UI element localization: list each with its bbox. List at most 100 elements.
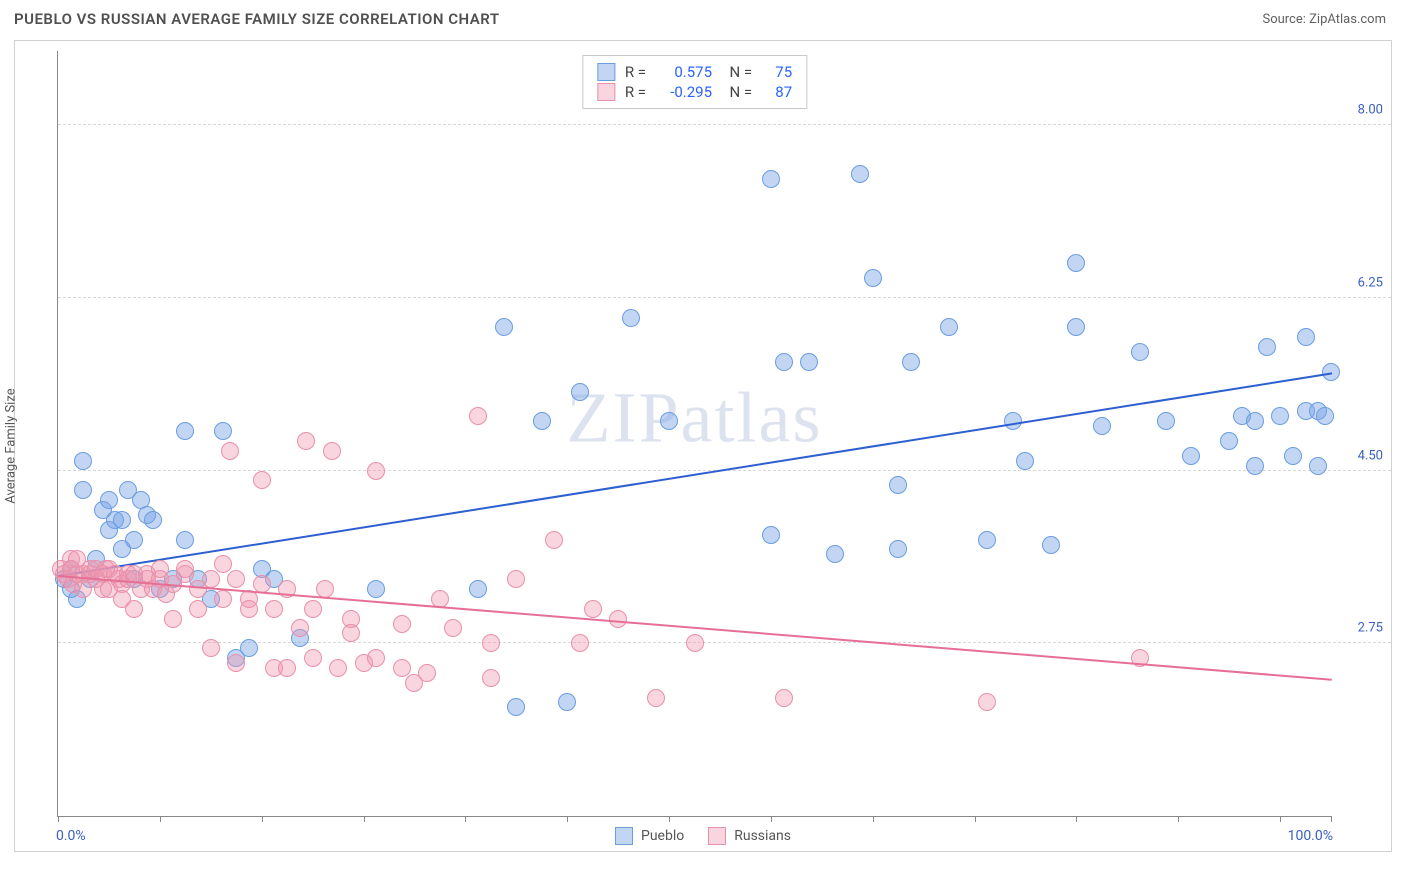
data-point-pueblo	[826, 545, 844, 563]
x-tick	[567, 816, 568, 822]
data-point-russians	[393, 659, 411, 677]
swatch-russians	[708, 827, 726, 845]
watermark: ZIPatlas	[567, 377, 823, 460]
x-tick	[465, 816, 466, 822]
series-legend: Pueblo Russians	[615, 827, 791, 845]
stats-row-russians: R =-0.295 N =87	[597, 82, 792, 102]
data-point-pueblo	[495, 318, 513, 336]
data-point-pueblo	[864, 269, 882, 287]
data-point-russians	[304, 600, 322, 618]
data-point-russians	[189, 600, 207, 618]
data-point-pueblo	[533, 412, 551, 430]
data-point-pueblo	[1131, 343, 1149, 361]
data-point-pueblo	[889, 540, 907, 558]
data-point-russians	[647, 689, 665, 707]
data-point-russians	[342, 624, 360, 642]
data-point-pueblo	[469, 580, 487, 598]
x-tick	[669, 816, 670, 822]
chart-title: PUEBLO VS RUSSIAN AVERAGE FAMILY SIZE CO…	[14, 10, 500, 28]
data-point-russians	[571, 634, 589, 652]
data-point-russians	[304, 649, 322, 667]
stats-row-pueblo: R =0.575 N =75	[597, 62, 792, 82]
r-label: R =	[625, 83, 646, 101]
data-point-pueblo	[940, 318, 958, 336]
y-tick-label: 8.00	[1358, 103, 1383, 118]
x-tick	[975, 816, 976, 822]
data-point-pueblo	[622, 309, 640, 327]
data-point-pueblo	[1093, 417, 1111, 435]
data-point-russians	[367, 649, 385, 667]
data-point-russians	[221, 442, 239, 460]
data-point-russians	[507, 570, 525, 588]
data-point-pueblo	[902, 353, 920, 371]
x-tick	[1076, 816, 1077, 822]
y-tick-label: 6.25	[1358, 275, 1383, 290]
source-link[interactable]: ZipAtlas.com	[1309, 12, 1386, 27]
data-point-pueblo	[558, 693, 576, 711]
data-point-russians	[291, 619, 309, 637]
n-value-russians: 87	[762, 83, 792, 101]
data-point-russians	[584, 600, 602, 618]
data-point-russians	[297, 432, 315, 450]
data-point-pueblo	[571, 383, 589, 401]
r-value-pueblo: 0.575	[656, 63, 712, 81]
x-axis-min-label: 0.0%	[56, 828, 86, 844]
trend-line-russians	[58, 575, 1332, 681]
x-tick	[364, 816, 365, 822]
data-point-pueblo	[889, 476, 907, 494]
legend-item-russians[interactable]: Russians	[708, 827, 791, 845]
data-point-russians	[482, 669, 500, 687]
data-point-pueblo	[1220, 432, 1238, 450]
r-label: R =	[625, 63, 646, 81]
x-tick	[873, 816, 874, 822]
data-point-pueblo	[660, 412, 678, 430]
data-point-pueblo	[176, 531, 194, 549]
data-point-russians	[444, 619, 462, 637]
x-axis-max-label: 100.0%	[1288, 828, 1333, 844]
gridline	[58, 297, 1391, 298]
stats-legend: R =0.575 N =75R =-0.295 N =87	[582, 55, 807, 109]
data-point-russians	[265, 600, 283, 618]
data-point-russians	[202, 639, 220, 657]
data-point-pueblo	[1309, 457, 1327, 475]
data-point-pueblo	[507, 698, 525, 716]
data-point-russians	[609, 610, 627, 628]
data-point-russians	[686, 634, 704, 652]
data-point-russians	[323, 442, 341, 460]
source-attribution: Source: ZipAtlas.com	[1262, 12, 1386, 27]
data-point-pueblo	[176, 422, 194, 440]
plot-area: ZIPatlas R =0.575 N =75R =-0.295 N =87 0…	[57, 51, 1331, 817]
data-point-pueblo	[240, 639, 258, 657]
x-tick	[160, 816, 161, 822]
data-point-pueblo	[1157, 412, 1175, 430]
data-point-russians	[367, 462, 385, 480]
y-tick-label: 2.75	[1358, 621, 1383, 636]
gridline	[58, 124, 1391, 125]
data-point-pueblo	[367, 580, 385, 598]
data-point-pueblo	[800, 353, 818, 371]
data-point-russians	[125, 600, 143, 618]
gridline	[58, 642, 1391, 643]
x-tick	[1331, 816, 1332, 822]
n-label: N =	[722, 63, 752, 81]
data-point-pueblo	[74, 452, 92, 470]
legend-label-pueblo: Pueblo	[641, 828, 684, 844]
data-point-russians	[253, 471, 271, 489]
data-point-russians	[227, 570, 245, 588]
swatch-russians	[597, 83, 615, 101]
x-tick	[58, 816, 59, 822]
data-point-russians	[329, 659, 347, 677]
legend-item-pueblo[interactable]: Pueblo	[615, 827, 684, 845]
data-point-russians	[176, 560, 194, 578]
data-point-russians	[202, 570, 220, 588]
data-point-pueblo	[214, 422, 232, 440]
data-point-pueblo	[1246, 412, 1264, 430]
data-point-pueblo	[1271, 407, 1289, 425]
x-tick	[771, 816, 772, 822]
data-point-pueblo	[1246, 457, 1264, 475]
data-point-russians	[482, 634, 500, 652]
swatch-pueblo	[615, 827, 633, 845]
data-point-russians	[164, 610, 182, 628]
legend-label-russians: Russians	[734, 828, 791, 844]
n-label: N =	[722, 83, 752, 101]
